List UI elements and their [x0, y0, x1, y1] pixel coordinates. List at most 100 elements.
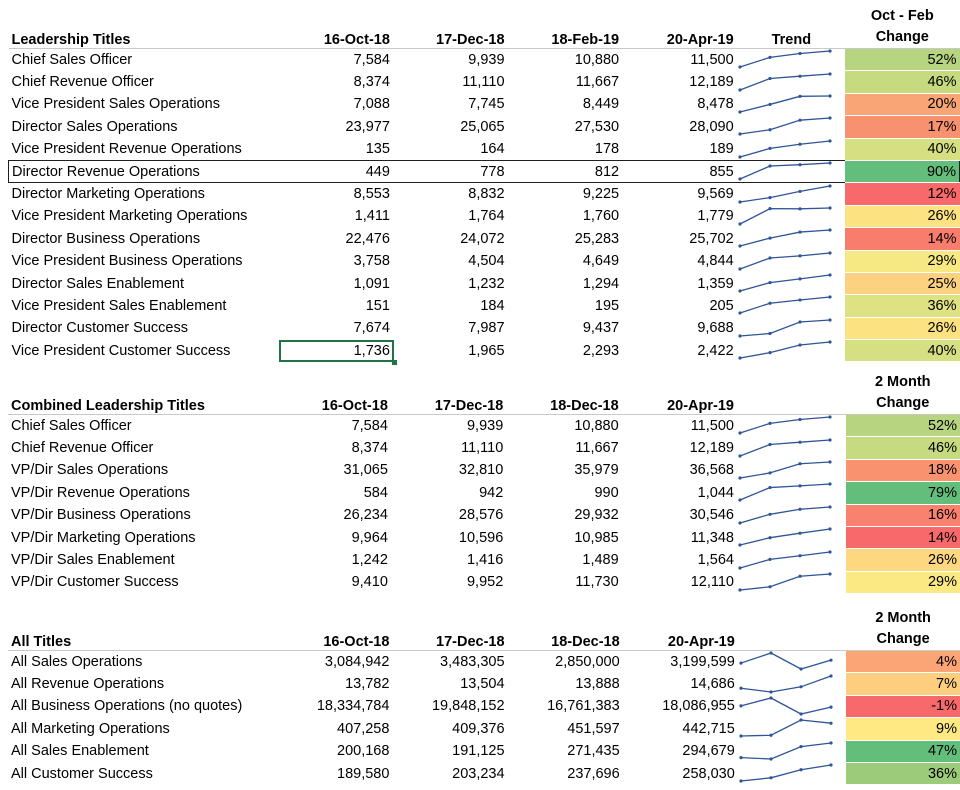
value-cell[interactable]: 9,688: [697, 320, 734, 337]
date-column-header[interactable]: 17-Dec-18: [393, 6, 509, 49]
trend-cell[interactable]: [738, 205, 845, 227]
change-column-header[interactable]: Oct - Feb Change: [845, 6, 960, 49]
value-cell[interactable]: 9,952: [466, 574, 504, 591]
title-cell[interactable]: VP/Dir Business Operations: [11, 507, 191, 524]
title-cell[interactable]: Director Business Operations: [11, 230, 201, 247]
value-cell[interactable]: 9,437: [582, 320, 620, 337]
title-cell[interactable]: All Sales Enablement: [11, 743, 149, 760]
value-cell[interactable]: 9,225: [582, 186, 620, 203]
title-cell[interactable]: VP/Dir Revenue Operations: [11, 484, 190, 501]
value-cell[interactable]: 1,044: [697, 484, 734, 501]
value-cell[interactable]: 258,030: [682, 765, 735, 782]
value-cell[interactable]: 3,758: [353, 253, 390, 270]
value-cell[interactable]: 8,374: [353, 74, 390, 91]
value-cell[interactable]: 12,189: [689, 74, 734, 91]
trend-cell[interactable]: [738, 272, 845, 294]
value-cell[interactable]: 18,334,784: [316, 698, 390, 715]
trend-cell[interactable]: [738, 183, 845, 205]
value-cell[interactable]: 3,199,599: [670, 653, 735, 670]
change-cell[interactable]: 17%: [845, 115, 960, 139]
value-cell[interactable]: 184: [480, 297, 505, 314]
value-cell[interactable]: 8,374: [351, 440, 388, 457]
value-cell[interactable]: 409,376: [452, 720, 505, 737]
value-cell[interactable]: 2,293: [582, 342, 620, 359]
value-cell[interactable]: 778: [393, 159, 509, 184]
title-cell[interactable]: Chief Revenue Officer: [11, 74, 154, 91]
value-cell[interactable]: 8,832: [468, 186, 505, 203]
title-cell[interactable]: Chief Revenue Officer: [11, 440, 154, 457]
value-cell[interactable]: 942: [479, 484, 504, 501]
value-cell[interactable]: 27,530: [574, 118, 620, 135]
value-cell[interactable]: 178: [594, 141, 620, 157]
value-cell[interactable]: 3,483,305: [440, 653, 505, 670]
value-cell[interactable]: 189,580: [337, 765, 390, 782]
value-cell[interactable]: 442,715: [682, 720, 735, 737]
change-cell[interactable]: 12%: [845, 182, 960, 206]
value-cell[interactable]: 29,932: [574, 507, 619, 524]
value-cell[interactable]: 1,760: [582, 208, 620, 225]
trend-cell[interactable]: [738, 482, 846, 504]
section-title[interactable]: Combined Leadership Titles: [8, 372, 277, 415]
title-cell[interactable]: Vice President Revenue Operations: [11, 141, 242, 157]
value-cell[interactable]: 7,987: [468, 320, 505, 337]
trend-column-header[interactable]: [737, 372, 846, 415]
value-cell[interactable]: 32,810: [458, 462, 504, 479]
value-cell[interactable]: 22,476: [345, 230, 390, 247]
value-cell[interactable]: 1,359: [697, 275, 734, 292]
value-cell[interactable]: 407,258: [337, 720, 390, 737]
change-cell[interactable]: 16%: [845, 504, 960, 527]
date-column-header[interactable]: 18-Dec-18: [507, 372, 623, 415]
value-cell[interactable]: 271,435: [567, 743, 620, 760]
value-cell[interactable]: 10,985: [574, 529, 619, 546]
value-cell[interactable]: 11,730: [575, 574, 619, 591]
trend-cell[interactable]: [739, 762, 846, 784]
value-cell[interactable]: 7,584: [353, 51, 390, 68]
change-cell[interactable]: 20%: [845, 93, 960, 117]
change-cell[interactable]: 7%: [846, 672, 960, 696]
value-cell[interactable]: 449: [279, 159, 394, 184]
change-cell[interactable]: 46%: [845, 436, 960, 460]
value-cell[interactable]: 14,686: [690, 676, 735, 693]
change-column-header[interactable]: 2 Month Change: [845, 372, 960, 415]
value-cell[interactable]: 164: [480, 141, 505, 157]
date-column-header[interactable]: 16-Oct-18: [276, 372, 392, 415]
value-cell[interactable]: 8,478: [697, 96, 734, 113]
change-column-header[interactable]: 2 Month Change: [846, 608, 960, 651]
trend-cell[interactable]: [739, 673, 846, 695]
value-cell[interactable]: 294,679: [682, 743, 735, 760]
change-cell[interactable]: 18%: [845, 459, 960, 483]
title-cell[interactable]: All Revenue Operations: [11, 676, 165, 693]
value-cell[interactable]: 18,086,955: [662, 698, 735, 715]
value-cell[interactable]: 28,090: [689, 118, 734, 135]
change-cell[interactable]: 79%: [845, 481, 960, 505]
change-cell[interactable]: 40%: [845, 339, 960, 363]
value-cell[interactable]: 13,782: [345, 676, 390, 693]
value-cell[interactable]: 1,294: [582, 275, 620, 292]
value-cell[interactable]: 9,964: [351, 529, 388, 546]
value-cell[interactable]: 11,348: [690, 529, 734, 546]
value-cell[interactable]: 1,764: [468, 208, 505, 225]
change-cell[interactable]: 14%: [845, 526, 960, 550]
change-cell[interactable]: 4%: [846, 650, 960, 674]
value-cell[interactable]: 10,880: [574, 417, 619, 434]
value-cell[interactable]: 1,489: [582, 552, 619, 569]
title-cell[interactable]: VP/Dir Customer Success: [11, 574, 179, 591]
value-cell[interactable]: 10,596: [458, 529, 504, 546]
value-cell[interactable]: 9,569: [697, 186, 734, 203]
change-cell[interactable]: 52%: [845, 414, 960, 438]
trend-cell[interactable]: [738, 504, 846, 526]
change-cell[interactable]: 26%: [845, 548, 960, 572]
change-cell[interactable]: 25%: [845, 272, 960, 296]
value-cell[interactable]: 990: [594, 484, 619, 501]
date-column-header[interactable]: 20-Apr-19: [622, 372, 738, 415]
value-cell[interactable]: 24,072: [460, 230, 505, 247]
change-cell[interactable]: 29%: [845, 571, 960, 595]
value-cell[interactable]: 9,939: [468, 51, 505, 68]
value-cell[interactable]: 1,242: [351, 552, 388, 569]
value-cell[interactable]: 1,411: [354, 208, 390, 225]
value-cell[interactable]: 23,977: [345, 118, 390, 135]
value-cell[interactable]: 237,696: [567, 765, 620, 782]
value-cell[interactable]: 7,674: [353, 320, 390, 337]
trend-cell[interactable]: [738, 437, 846, 459]
date-column-header[interactable]: 18-Feb-19: [508, 6, 624, 49]
